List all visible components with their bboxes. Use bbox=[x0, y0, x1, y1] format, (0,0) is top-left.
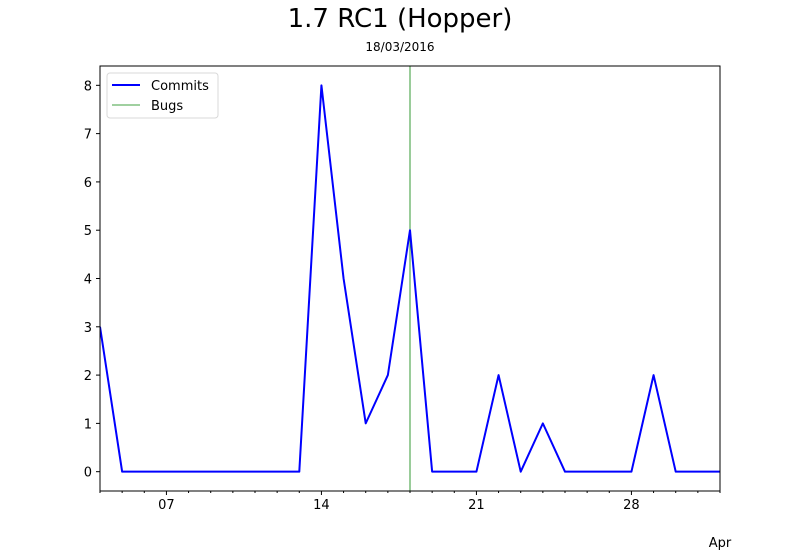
y-tick-label: 4 bbox=[84, 273, 92, 288]
x-tick-label: 14 bbox=[313, 498, 330, 513]
y-tick-label: 7 bbox=[84, 128, 92, 143]
x-tick-label: 28 bbox=[623, 498, 640, 513]
chart-subtitle: 18/03/2016 bbox=[365, 40, 435, 54]
y-tick-label: 3 bbox=[84, 321, 92, 336]
y-tick-label: 0 bbox=[84, 466, 92, 481]
y-tick-label: 5 bbox=[84, 224, 92, 239]
x-tick-label: 21 bbox=[468, 498, 485, 513]
y-tick-label: 2 bbox=[84, 369, 92, 384]
y-tick-label: 1 bbox=[84, 417, 92, 432]
y-tick-label: 6 bbox=[84, 176, 92, 191]
x-tick-label: 07 bbox=[158, 498, 175, 513]
y-axis: 0 1 2 3 4 5 6 7 8 bbox=[84, 79, 100, 481]
y-tick-label: 8 bbox=[84, 79, 92, 94]
legend-label-bugs: Bugs bbox=[151, 99, 183, 114]
x-axis: 07 14 21 28 bbox=[99, 491, 721, 513]
chart-title: 1.7 RC1 (Hopper) bbox=[287, 4, 513, 34]
x-axis-month-label: Apr bbox=[709, 536, 732, 550]
plot-area bbox=[100, 66, 720, 491]
legend-label-commits: Commits bbox=[151, 79, 209, 94]
legend: Commits Bugs bbox=[106, 72, 219, 119]
